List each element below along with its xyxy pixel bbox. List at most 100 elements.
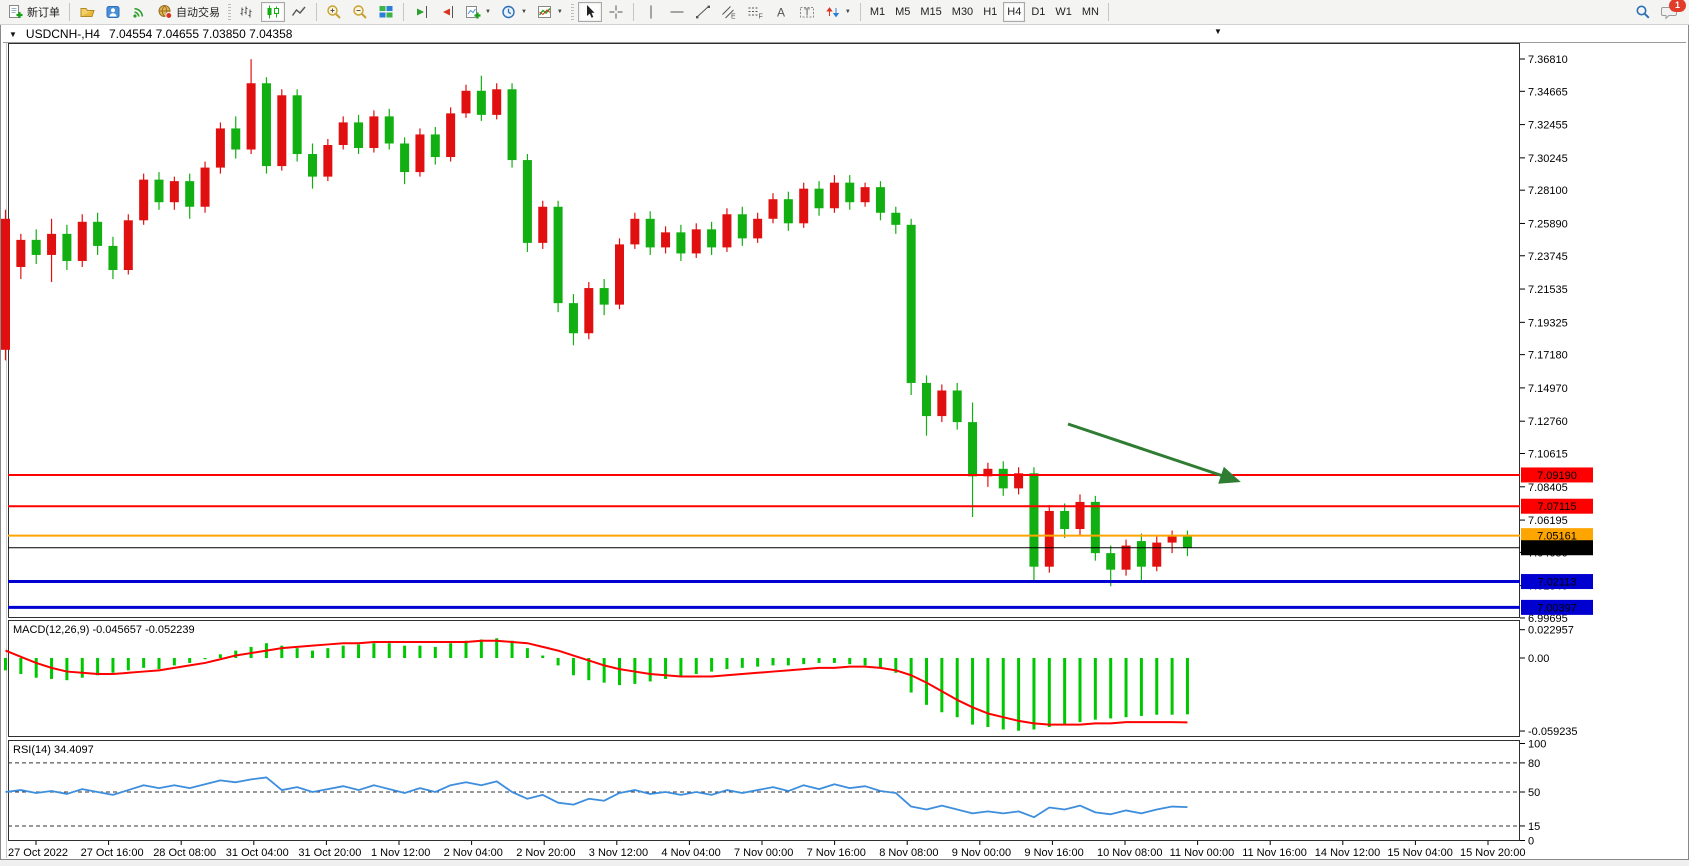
new-chart-button[interactable]: ▼	[461, 2, 495, 22]
tile-windows-button[interactable]	[374, 2, 398, 22]
price-tag	[1521, 599, 1593, 615]
signals-broadcast-icon	[133, 7, 144, 18]
timeframe-m30-button[interactable]: M30	[948, 2, 977, 22]
toolbar-separator	[1107, 3, 1109, 21]
svg-text:7.08405: 7.08405	[1528, 482, 1568, 494]
svg-text:27 Oct 16:00: 27 Oct 16:00	[81, 847, 144, 859]
toolbar-separator	[316, 3, 317, 21]
clock-icon	[502, 5, 515, 19]
fibonacci-button[interactable]: F	[743, 2, 767, 22]
price-tag	[1521, 467, 1593, 483]
timeframe-m15-button[interactable]: M15	[916, 2, 945, 22]
autotrading-label: 自动交易	[176, 7, 220, 19]
svg-text:7.02113: 7.02113	[1538, 577, 1577, 589]
autotrading-button[interactable]: 自动交易	[153, 2, 224, 22]
periods-button[interactable]: ▼	[497, 2, 531, 22]
chart-ohlc-values: 7.04554 7.04655 7.03850 7.04358	[108, 27, 293, 41]
community-button[interactable]	[101, 2, 125, 22]
chart-shift-button[interactable]	[435, 2, 459, 22]
timeframe-m5-button[interactable]: M5	[891, 2, 914, 22]
cursor-icon	[586, 5, 595, 18]
trend-arrow-annotation[interactable]	[1067, 422, 1241, 484]
candlestick-chart-icon	[267, 5, 279, 19]
svg-text:7.28100: 7.28100	[1528, 185, 1568, 197]
timeframe-h4-button[interactable]: H4	[1003, 2, 1026, 22]
svg-text:1 Nov 12:00: 1 Nov 12:00	[371, 847, 430, 859]
svg-text:14 Nov 12:00: 14 Nov 12:00	[1315, 847, 1380, 859]
toolbar-separator	[632, 3, 634, 21]
chart-title-bar[interactable]: ▼ USDCNH-,H4 7.04554 7.04655 7.03850 7.0…	[3, 26, 1686, 43]
svg-text:7.19325: 7.19325	[1528, 317, 1568, 329]
chart-menu-triangle-icon: ▼	[9, 29, 17, 39]
crosshair-button[interactable]	[604, 2, 628, 22]
label-button[interactable]: T	[795, 2, 819, 22]
svg-text:10 Nov 08:00: 10 Nov 08:00	[1097, 847, 1162, 859]
price-tag	[1521, 498, 1593, 514]
vertical-line-icon	[650, 5, 652, 19]
toolbar-right-group: 1	[1630, 0, 1686, 22]
svg-text:7.30245: 7.30245	[1528, 153, 1568, 165]
indicators-button[interactable]: ▼	[533, 2, 567, 22]
svg-text:7.00397: 7.00397	[1537, 602, 1577, 614]
trendline-icon	[695, 5, 710, 19]
title-dropdown-icon[interactable]: ▼	[1214, 27, 1222, 36]
svg-text:15: 15	[1528, 821, 1540, 833]
new-order-button[interactable]: 新订单	[4, 2, 64, 22]
svg-text:50: 50	[1528, 787, 1540, 799]
svg-text:11 Nov 00:00: 11 Nov 00:00	[1170, 847, 1235, 859]
timeframe-d1-button[interactable]: D1	[1027, 2, 1049, 22]
toolbar: 新订单	[0, 0, 1689, 25]
autoscroll-button[interactable]	[409, 2, 433, 22]
date-axis[interactable]: 27 Oct 2022 27 Oct 16:00 28 Oct 08:00 31 Oc…	[8, 841, 1525, 859]
timeframe-mn-button[interactable]: MN	[1078, 2, 1103, 22]
dropdown-caret-icon: ▼	[556, 9, 563, 15]
timeframe-m1-button[interactable]: M1	[866, 2, 889, 22]
vertical-line-button[interactable]	[639, 2, 663, 22]
zoom-in-button[interactable]	[322, 2, 346, 22]
svg-text:7.17180: 7.17180	[1528, 350, 1568, 362]
timeframe-w1-button[interactable]: W1	[1051, 2, 1076, 22]
timeframe-h1-button[interactable]: H1	[979, 2, 1001, 22]
line-chart-button[interactable]	[287, 2, 311, 22]
profiles-book-icon	[80, 8, 95, 17]
svg-text:11 Nov 16:00: 11 Nov 16:00	[1242, 847, 1307, 859]
svg-text:3 Nov 12:00: 3 Nov 12:00	[589, 847, 648, 859]
arrows-button[interactable]: ▼	[821, 2, 855, 22]
price-tag	[1521, 528, 1593, 544]
zoom-out-button[interactable]	[348, 2, 372, 22]
new-chart-icon	[466, 6, 481, 19]
chat-button[interactable]: 1	[1657, 0, 1686, 22]
svg-text:7.32455: 7.32455	[1528, 120, 1568, 132]
svg-text:A: A	[777, 6, 785, 20]
svg-text:4 Nov 04:00: 4 Nov 04:00	[661, 847, 720, 859]
cursor-button[interactable]	[577, 2, 602, 22]
text-button[interactable]: A	[769, 2, 793, 22]
svg-text:8 Nov 08:00: 8 Nov 08:00	[879, 847, 938, 859]
fibonacci-icon: F	[748, 7, 763, 20]
signals-button[interactable]	[127, 2, 151, 22]
candlestick-chart-button[interactable]	[261, 2, 285, 22]
svg-text:27 Oct 2022: 27 Oct 2022	[8, 847, 68, 859]
community-icon	[106, 6, 120, 18]
equidistant-channel-icon: E	[722, 6, 736, 20]
search-button[interactable]	[1631, 2, 1655, 22]
horizontal-line-button[interactable]	[665, 2, 689, 22]
svg-text:7 Nov 16:00: 7 Nov 16:00	[807, 847, 866, 859]
svg-text:100: 100	[1528, 739, 1546, 751]
svg-text:7.23745: 7.23745	[1528, 251, 1568, 263]
channel-button[interactable]: E	[717, 2, 741, 22]
candlesticks	[1, 59, 1192, 587]
svg-text:6.99695: 6.99695	[1528, 613, 1568, 625]
search-icon	[1636, 5, 1650, 19]
profiles-button[interactable]	[75, 2, 99, 22]
svg-text:7.06195: 7.06195	[1528, 515, 1568, 527]
toolbar-separator	[859, 3, 861, 21]
bar-chart-button[interactable]	[235, 2, 259, 22]
svg-text:80: 80	[1528, 758, 1540, 770]
toolbar-grip	[570, 4, 574, 20]
svg-text:7 Nov 00:00: 7 Nov 00:00	[734, 847, 793, 859]
trendline-button[interactable]	[691, 2, 715, 22]
